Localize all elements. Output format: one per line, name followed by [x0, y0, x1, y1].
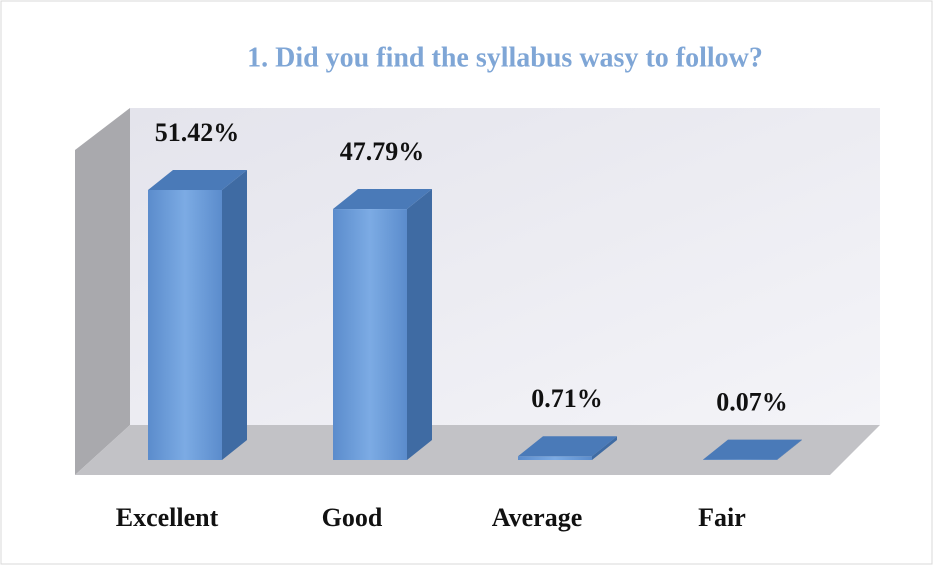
bar-side — [222, 170, 247, 460]
bar-top — [703, 439, 802, 460]
bar-side — [407, 189, 432, 461]
back-wall — [130, 108, 880, 425]
bar — [148, 170, 247, 460]
bar-front — [333, 209, 407, 460]
bar-top — [518, 436, 617, 457]
value-label: 51.42% — [155, 118, 240, 147]
x-tick-label: Good — [322, 503, 383, 532]
floor — [75, 425, 880, 475]
value-label: 47.79% — [340, 137, 425, 166]
x-tick-label: Fair — [698, 503, 746, 532]
bar-side — [777, 439, 802, 460]
chart-title: 1. Did you find the syllabus wasy to fol… — [247, 42, 763, 73]
bar — [518, 436, 617, 460]
bar — [703, 439, 802, 460]
value-label: 0.07% — [716, 388, 788, 417]
x-tick-label: Average — [492, 503, 582, 532]
bar-top — [148, 170, 247, 190]
value-label: 0.71% — [531, 384, 603, 413]
side-wall — [75, 108, 130, 475]
bar-front — [518, 456, 592, 460]
bar-front — [148, 190, 222, 460]
bar — [333, 189, 432, 461]
x-tick-label: Excellent — [116, 503, 219, 532]
bar-top — [333, 189, 432, 210]
bar-side — [592, 436, 617, 460]
